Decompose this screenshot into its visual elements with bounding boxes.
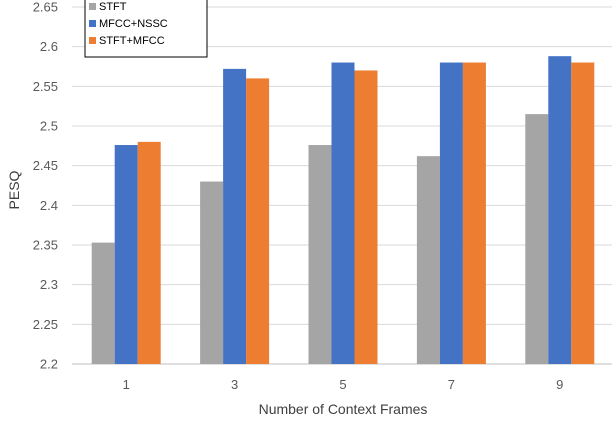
bar-mfcc-nssc-3	[223, 69, 246, 364]
legend-label: MFCC+NSSC	[99, 18, 168, 30]
y-tick-label: 2.55	[33, 79, 58, 94]
bar-stft-mfcc-1	[138, 142, 161, 364]
bar-stft-7	[417, 156, 440, 364]
bars	[92, 56, 595, 364]
bar-stft-mfcc-9	[571, 63, 594, 364]
legend-label: STFT	[99, 1, 127, 13]
bar-stft-mfcc-5	[355, 70, 378, 364]
bar-stft-1	[92, 243, 115, 364]
bar-stft-9	[525, 114, 548, 364]
y-tick-label: 2.65	[33, 0, 58, 15]
bar-mfcc-nssc-1	[115, 145, 138, 364]
x-tick-label: 1	[123, 377, 130, 392]
legend-label: STFT+MFCC	[99, 35, 165, 47]
x-tick-label: 9	[556, 377, 563, 392]
y-tick-label: 2.5	[40, 119, 58, 134]
bar-stft-5	[309, 145, 332, 364]
legend-swatch	[89, 20, 96, 27]
bar-mfcc-nssc-5	[332, 63, 355, 364]
bar-mfcc-nssc-7	[440, 63, 463, 364]
legend-swatch	[89, 37, 96, 44]
bar-stft-mfcc-3	[246, 78, 269, 364]
y-tick-label: 2.25	[33, 317, 58, 332]
bar-mfcc-nssc-9	[548, 56, 571, 364]
x-tick-label: 7	[448, 377, 455, 392]
y-axis-ticks: 2.2 2.25 2.3 2.35 2.4 2.45 2.5 2.55 2.6 2.65	[33, 0, 58, 372]
legend-swatch	[89, 3, 96, 10]
bar-stft-3	[200, 182, 223, 364]
y-axis-title: PESQ	[6, 170, 22, 209]
y-tick-label: 2.45	[33, 158, 58, 173]
x-tick-label: 3	[231, 377, 238, 392]
x-axis-ticks: 1 3 5 7 9	[123, 377, 564, 392]
x-tick-label: 5	[339, 377, 346, 392]
x-axis-title: Number of Context Frames	[259, 401, 428, 417]
bar-stft-mfcc-7	[463, 63, 486, 364]
y-tick-label: 2.2	[40, 357, 58, 372]
y-tick-label: 2.3	[40, 277, 58, 292]
legend: STFT MFCC+NSSC STFT+MFCC	[85, 0, 207, 57]
y-tick-label: 2.4	[40, 198, 58, 213]
y-tick-label: 2.35	[33, 238, 58, 253]
y-tick-label: 2.6	[40, 39, 58, 54]
